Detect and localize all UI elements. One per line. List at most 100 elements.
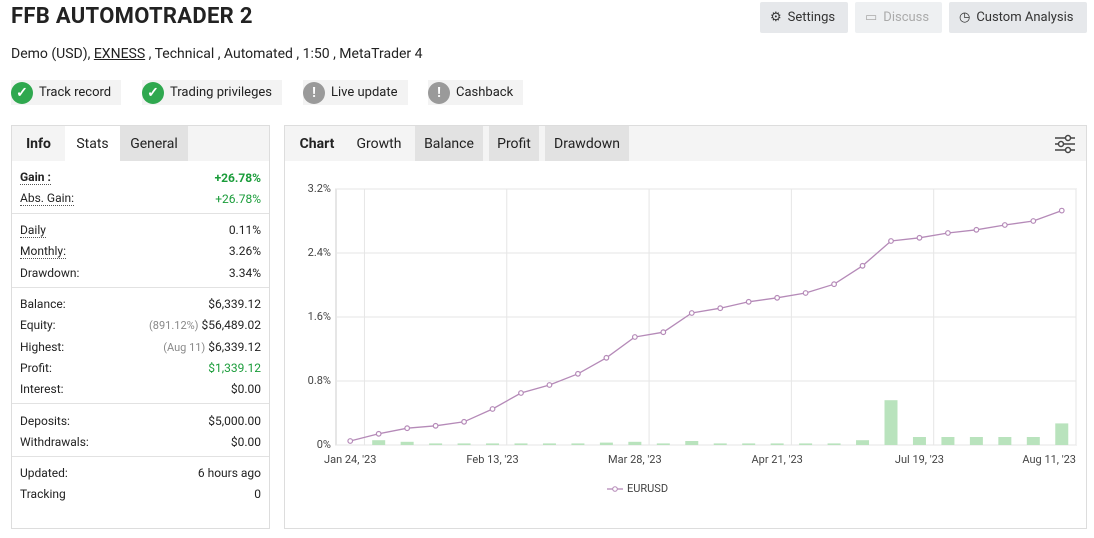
stats-panel: Info Stats General Gain : +26.78% Abs. Gain: +…	[11, 125, 270, 529]
stat-row: Monthly: 3.26%	[20, 241, 261, 262]
stat-note: (891.12%)	[149, 319, 199, 333]
stat-value-wrap: $0.00	[231, 435, 261, 449]
separator	[12, 286, 269, 288]
badge-label: Cashback	[456, 85, 514, 100]
stat-value-wrap: +26.78%	[215, 192, 261, 206]
tab[interactable]: Drawdown	[545, 126, 629, 161]
stat-value: 0	[254, 487, 261, 502]
badge: ! Live update	[303, 80, 408, 105]
button[interactable]: ◷ Custom Analysis	[949, 2, 1087, 33]
badge-label: Trading privileges	[170, 85, 272, 100]
separator	[12, 455, 269, 457]
stat-row: Daily 0.11%	[20, 220, 261, 241]
chart-options-icon[interactable]	[1054, 133, 1076, 155]
stat-row: Highest: (Aug 11) $6,339.12	[20, 336, 261, 357]
stat-label: Balance:	[20, 297, 66, 311]
stat-value-wrap: $5,000.00	[208, 414, 261, 428]
stat-label: Profit:	[20, 360, 52, 375]
stat-value: 6 hours ago	[197, 466, 261, 481]
stat-label: Updated:	[20, 466, 68, 481]
button-icon: ⚙	[770, 10, 782, 25]
stat-value: $6,339.12	[208, 339, 261, 354]
tab[interactable]: Info	[12, 126, 65, 161]
stat-value: $0.00	[230, 382, 261, 397]
badge-label: Track record	[39, 85, 112, 100]
tab[interactable]: Chart	[299, 135, 335, 152]
stat-value-wrap: $6,339.12	[208, 297, 261, 311]
badge: ✓ Track record	[11, 80, 122, 105]
stat-value-wrap: $1,339.12	[208, 361, 261, 375]
stat-label: Gain :	[20, 170, 51, 185]
stat-row: Drawdown: 3.34%	[20, 262, 261, 283]
stat-value-wrap: 6 hours ago	[198, 466, 261, 480]
stat-value: 3.26%	[228, 244, 261, 259]
stat-label: Abs. Gain:	[20, 191, 75, 207]
check-icon: ✓	[11, 81, 33, 104]
stat-row: Updated: 6 hours ago	[20, 463, 261, 484]
chart-panel: Chart Growth Balance Profit Drawdown	[284, 125, 1087, 529]
stat-value-wrap: $0.00	[231, 382, 261, 396]
stat-value: 0.11%	[228, 223, 261, 238]
tab[interactable]: Stats	[65, 126, 120, 161]
stat-row: Withdrawals: $0.00	[20, 431, 261, 452]
stat-row: Deposits: $5,000.00	[20, 410, 261, 431]
stat-label: Equity:	[20, 318, 56, 333]
tab-bar-fill	[188, 126, 269, 161]
stat-label: Withdrawals:	[20, 434, 89, 449]
subtitle: Demo (USD), EXNESS , Technical , Automat…	[11, 46, 422, 62]
broker-link[interactable]: EXNESS	[93, 46, 146, 62]
stat-row: Profit: $1,339.12	[20, 357, 261, 378]
separator	[12, 212, 269, 214]
stat-value: $5,000.00	[208, 413, 261, 428]
stat-value-wrap: 0	[254, 487, 261, 501]
button-icon: ▭	[865, 10, 878, 25]
check-icon: ✓	[142, 81, 164, 104]
stat-value-wrap: +26.78%	[215, 171, 261, 185]
stat-value: $56,489.02	[201, 318, 261, 333]
stat-value-wrap: 3.26%	[229, 244, 261, 258]
stat-value-wrap: (891.12%) $56,489.02	[149, 318, 261, 332]
tab[interactable]: General	[120, 126, 188, 161]
stat-label: Highest:	[20, 339, 65, 354]
button-label: Settings	[787, 10, 836, 25]
tab[interactable]: Profit	[489, 126, 539, 161]
title: FFB AUTOMOTRADER 2	[11, 4, 253, 29]
stat-value: +26.78%	[214, 170, 261, 185]
stat-value-wrap: (Aug 11) $6,339.12	[163, 340, 261, 354]
stat-label: Drawdown:	[20, 265, 80, 280]
stat-value-wrap: 0.11%	[229, 223, 261, 237]
tab[interactable]: Growth	[356, 135, 402, 152]
badge-label: Live update	[331, 85, 398, 100]
stat-value: $6,339.12	[208, 297, 261, 311]
button-label: Discuss	[883, 10, 930, 25]
stat-value: $0.00	[230, 434, 261, 449]
stat-value: 3.34%	[228, 265, 261, 280]
stat-value-wrap: 3.34%	[229, 266, 261, 280]
tab[interactable]: Balance	[415, 126, 483, 161]
stat-label: Interest:	[20, 382, 64, 397]
stat-row: Balance: $6,339.12	[20, 294, 261, 315]
stat-value: $1,339.12	[208, 360, 261, 375]
stat-row: Gain : +26.78%	[20, 167, 261, 188]
stat-row: Abs. Gain: +26.78%	[20, 188, 261, 209]
badge: ✓ Trading privileges	[142, 80, 282, 105]
button-icon: ◷	[959, 10, 971, 25]
stat-row: Interest: $0.00	[20, 379, 261, 400]
button-label: Custom Analysis	[976, 10, 1074, 25]
stat-value: +26.78%	[215, 191, 261, 206]
button[interactable]: ⚙ Settings	[760, 2, 848, 33]
stat-label: Monthly:	[20, 243, 66, 259]
badge: ! Cashback	[428, 80, 524, 105]
stat-row: Equity: (891.12%) $56,489.02	[20, 315, 261, 336]
separator	[12, 403, 269, 404]
stat-label: Tracking	[20, 487, 66, 502]
subtitle-text: , Technical , Automated , 1:50 , MetaTra…	[148, 46, 423, 62]
warning-icon: !	[428, 81, 450, 104]
subtitle-text: Demo (USD),	[11, 46, 91, 62]
warning-icon: !	[303, 81, 325, 104]
stat-note: (Aug 11)	[163, 340, 206, 354]
stat-label: Daily	[20, 222, 46, 238]
stat-row: Tracking 0	[20, 484, 261, 505]
button: ▭ Discuss	[855, 2, 942, 33]
